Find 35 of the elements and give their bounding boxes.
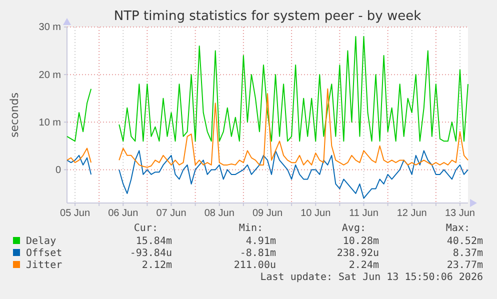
y-tick-label: 0 xyxy=(55,164,62,176)
y-tick-label: 30 m xyxy=(38,22,61,34)
text: 40.52m xyxy=(446,236,483,247)
x-tick-label: 09 Jun xyxy=(252,208,283,220)
y-tick-label: 20 m xyxy=(38,70,61,81)
chart-title: NTP timing statistics for system peer - by week xyxy=(114,9,422,24)
text: 2.12m xyxy=(142,260,172,271)
text: 15.84m xyxy=(136,236,172,247)
text: 4.91m xyxy=(246,236,276,247)
x-tick-label: 05 Jun xyxy=(60,208,90,220)
text: Avg: xyxy=(342,223,366,234)
legend-label: Delay xyxy=(26,236,56,247)
text: -8.81m xyxy=(240,248,276,259)
text: Max: xyxy=(446,223,470,234)
x-tick-label: 12 Jun xyxy=(396,208,427,220)
x-tick-label: 08 Jun xyxy=(204,208,234,220)
legend-label: Jitter xyxy=(26,260,62,271)
y-tick-label: 10 m xyxy=(38,117,61,128)
text: -93.84u xyxy=(130,248,172,259)
legend-label: Offset xyxy=(26,248,62,259)
x-tick-label: 06 Jun xyxy=(108,208,138,220)
text: 10.28m xyxy=(342,236,379,247)
y-axis-title: seconds xyxy=(8,92,21,138)
x-tick-label: 11 Jun xyxy=(349,208,378,220)
text: 23.77m xyxy=(446,260,483,271)
x-tick-label: 13 Jun xyxy=(444,208,475,220)
x-tick-label: 10 Jun xyxy=(300,208,331,220)
text: Last update: Sat Jun 13 15:50:06 2026 xyxy=(260,272,483,283)
text: 2.24m xyxy=(348,260,379,271)
text: 211.00u xyxy=(234,260,276,271)
text: 238.92u xyxy=(336,248,379,259)
x-tick-label: 07 Jun xyxy=(156,208,186,220)
text: Min: xyxy=(238,223,263,234)
text: 8.37m xyxy=(452,248,483,259)
text: Cur: xyxy=(134,223,158,234)
